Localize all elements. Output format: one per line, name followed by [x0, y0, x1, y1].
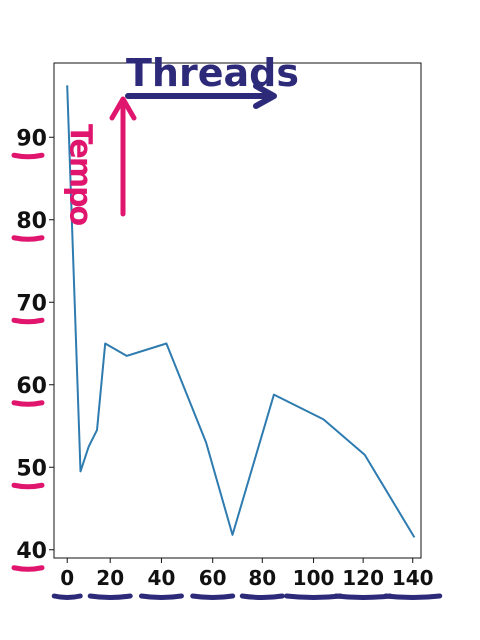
- y-tick-underline: [11, 565, 45, 572]
- y-tick-label: 40: [16, 539, 47, 564]
- x-axis-ticks: 0 20 40 60 80 100 120 140: [51, 558, 443, 600]
- up-arrow-icon: [109, 96, 137, 217]
- y-axis-ticks: 40 50 60 70 80 90: [11, 126, 54, 572]
- y-axis-label: Tempo: [63, 124, 98, 226]
- y-tick-underline: [11, 235, 45, 242]
- y-tick-underline: [11, 317, 45, 325]
- y-tick-underline: [11, 482, 45, 490]
- x-tick-underline: [383, 593, 443, 600]
- right-arrow-icon: [125, 83, 277, 109]
- x-tick-underline: [51, 593, 83, 600]
- x-tick-label: 0: [60, 566, 74, 590]
- y-tick-label: 60: [16, 374, 47, 399]
- x-tick-label: 60: [199, 566, 227, 590]
- x-tick-underline: [239, 593, 285, 600]
- x-tick-underline: [138, 593, 184, 600]
- y-tick-label: 70: [16, 291, 47, 316]
- x-tick-underline: [87, 593, 133, 600]
- x-tick-label: 140: [392, 566, 434, 590]
- x-tick-label: 80: [248, 566, 276, 590]
- series-line: [66, 85, 416, 538]
- x-tick-label: 40: [148, 566, 176, 590]
- x-tick-label: 100: [293, 566, 335, 590]
- x-tick-label: 120: [342, 566, 384, 590]
- x-tick-underline: [190, 593, 236, 600]
- y-tick-label: 50: [16, 456, 47, 481]
- x-tick-underline: [284, 593, 344, 600]
- title-annotation: Threads: [125, 51, 299, 109]
- x-tick-label: 20: [96, 566, 124, 590]
- plot-frame: [53, 62, 422, 559]
- y-tick-label: 90: [16, 126, 47, 151]
- y-tick-label: 80: [16, 209, 47, 234]
- chart-title: Threads: [126, 51, 299, 95]
- x-tick-underline: [333, 593, 393, 600]
- ylabel-annotation: Tempo: [63, 96, 137, 226]
- y-tick-underline: [11, 152, 45, 160]
- y-tick-underline: [11, 400, 45, 407]
